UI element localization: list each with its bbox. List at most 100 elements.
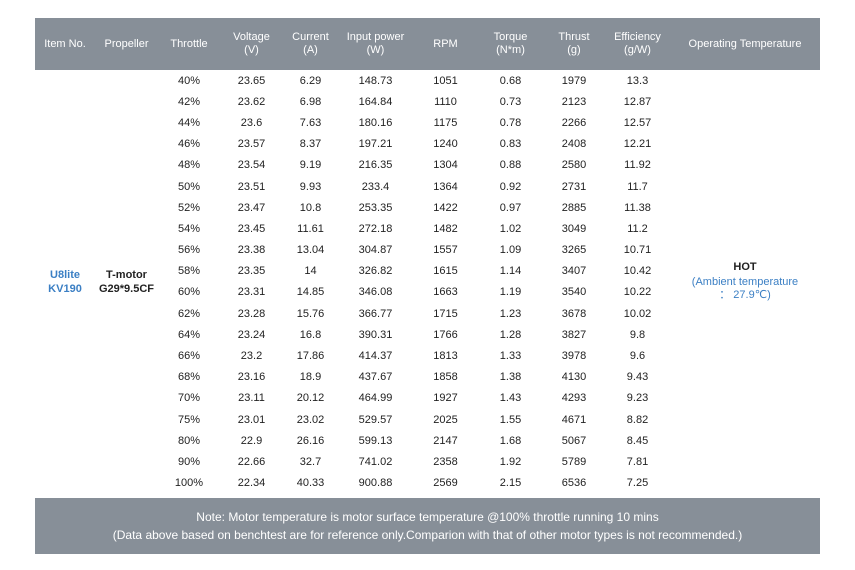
table-cell: 1240 bbox=[433, 138, 458, 151]
table-cell: 9.23 bbox=[626, 392, 649, 405]
table-cell: 52% bbox=[177, 201, 201, 214]
table-cell: 1.02 bbox=[499, 222, 522, 235]
column-header-label: Current bbox=[292, 31, 329, 43]
table-cell: 9.6 bbox=[629, 350, 646, 363]
table-cell: 12.57 bbox=[623, 116, 652, 129]
table-cell: 3540 bbox=[561, 286, 587, 299]
table-cell: 148.73 bbox=[358, 74, 393, 87]
column-header: Throttle bbox=[158, 18, 220, 70]
column-header: Voltage (V) bbox=[220, 18, 283, 70]
table-cell: 15.76 bbox=[296, 307, 325, 320]
table-cell: 23.2 bbox=[240, 350, 263, 363]
table-cell: 0.68 bbox=[499, 74, 522, 87]
footnote-banner: Note: Motor temperature is motor surface… bbox=[35, 497, 820, 554]
table-cell: 6.98 bbox=[299, 95, 322, 108]
table-cell: 23.65 bbox=[237, 74, 266, 87]
table-row: 66% 23.2 17.86 414.37 1813 1.33 3978 9.6 bbox=[35, 345, 820, 366]
table-cell: 11.92 bbox=[624, 159, 651, 172]
table-cell: 64% bbox=[177, 328, 201, 341]
column-header-unit: (A) bbox=[303, 44, 318, 56]
table-cell: 23.11 bbox=[238, 392, 265, 405]
table-cell: 1766 bbox=[433, 328, 458, 341]
table-cell: 42% bbox=[177, 95, 201, 108]
table-row: 44% 23.6 7.63 180.16 1175 0.78 2266 12.57 bbox=[35, 112, 820, 133]
table-cell: 1422 bbox=[433, 201, 458, 214]
column-header-label: Thrust bbox=[558, 31, 590, 43]
table-cell: 0.97 bbox=[499, 201, 522, 214]
column-header: Torque (N*m) bbox=[478, 18, 543, 70]
column-header-label: Efficiency bbox=[614, 31, 661, 43]
table-cell: 1482 bbox=[433, 222, 458, 235]
motor-test-sheet: Item No. Propeller Throttle Voltage (V) Curre… bbox=[35, 18, 820, 554]
table-cell: 2266 bbox=[561, 116, 587, 129]
column-header: Current (A) bbox=[283, 18, 338, 70]
table-row: 80% 22.9 26.16 599.13 2147 1.68 5067 8.45 bbox=[35, 430, 820, 451]
column-header-label: RPM bbox=[433, 37, 458, 50]
table-cell: 40.33 bbox=[296, 477, 325, 490]
table-cell: 5067 bbox=[561, 434, 587, 447]
table-cell: 529.57 bbox=[358, 413, 393, 426]
table-cell: 8.37 bbox=[299, 138, 322, 151]
table-cell: 3827 bbox=[561, 328, 587, 341]
propeller-cell: T-motor G29*9.5CF bbox=[95, 70, 158, 494]
table-cell: 366.77 bbox=[358, 307, 393, 320]
table-cell: 10.42 bbox=[623, 265, 652, 278]
table-cell: 9.93 bbox=[299, 180, 322, 193]
table-cell: 11.61 bbox=[297, 222, 324, 235]
table-cell: 2358 bbox=[433, 455, 458, 468]
table-cell: 2580 bbox=[561, 159, 587, 172]
table-cell: 2123 bbox=[561, 95, 587, 108]
table-cell: 1110 bbox=[434, 95, 457, 108]
table-cell: 9.8 bbox=[629, 328, 646, 341]
ambient-temperature-label: (Ambient temperature bbox=[691, 276, 799, 289]
table-cell: 22.66 bbox=[237, 455, 266, 468]
table-cell: 13.04 bbox=[296, 244, 325, 257]
table-cell: 23.02 bbox=[296, 413, 325, 426]
operating-temperature-cell: HOT (Ambient temperature： 27.9℃) bbox=[670, 70, 820, 494]
table-row: 52% 23.47 10.8 253.35 1422 0.97 2885 11.38 bbox=[35, 197, 820, 218]
table-cell: 6.29 bbox=[299, 74, 322, 87]
table-cell: 11.2 bbox=[627, 222, 648, 235]
table-cell: 4293 bbox=[561, 392, 587, 405]
item-model: U8lite bbox=[50, 268, 80, 281]
table-cell: 0.88 bbox=[499, 159, 522, 172]
table-row: 90% 22.66 32.7 741.02 2358 1.92 5789 7.81 bbox=[35, 451, 820, 472]
column-header-unit: (g) bbox=[567, 44, 581, 56]
column-header-label: Voltage bbox=[233, 31, 270, 43]
table-cell: 1.55 bbox=[499, 413, 522, 426]
table-row: 48% 23.54 9.19 216.35 1304 0.88 2580 11.92 bbox=[35, 155, 820, 176]
column-header: Propeller bbox=[95, 18, 158, 70]
table-cell: 1.33 bbox=[499, 350, 522, 363]
table-cell: 1.92 bbox=[499, 455, 522, 468]
table-row: 58% 23.35 14 326.82 1615 1.14 3407 10.42 bbox=[35, 261, 820, 282]
column-header-label: Torque bbox=[493, 31, 528, 43]
table-cell: 48% bbox=[177, 159, 201, 172]
table-cell: 23.28 bbox=[237, 307, 266, 320]
item-kv: KV190 bbox=[48, 282, 82, 295]
table-cell: 1663 bbox=[433, 286, 458, 299]
table-row: 62% 23.28 15.76 366.77 1715 1.23 3678 10.02 bbox=[35, 303, 820, 324]
table-cell: 6536 bbox=[561, 477, 587, 490]
table-cell: 40% bbox=[177, 74, 201, 87]
table-cell: 32.7 bbox=[299, 455, 322, 468]
table-cell: 3407 bbox=[561, 265, 587, 278]
table-cell: 14 bbox=[304, 265, 317, 278]
table-row: 54% 23.45 11.61 272.18 1482 1.02 3049 11.2 bbox=[35, 218, 820, 239]
table-cell: 26.16 bbox=[296, 434, 325, 447]
table-cell: 253.35 bbox=[358, 201, 393, 214]
table-cell: 23.57 bbox=[237, 138, 266, 151]
table-cell: 272.18 bbox=[358, 222, 393, 235]
table-row: 64% 23.24 16.8 390.31 1766 1.28 3827 9.8 bbox=[35, 324, 820, 345]
table-cell: 1557 bbox=[433, 244, 458, 257]
table-cell: 1.14 bbox=[499, 265, 522, 278]
table-cell: 1615 bbox=[433, 265, 458, 278]
table-cell: 23.45 bbox=[237, 222, 266, 235]
column-header-label: Item No. bbox=[44, 37, 86, 50]
table-cell: 22.34 bbox=[237, 477, 266, 490]
table-row: U8lite KV190 T-motor G29*9.5CF 40% 23.65 6.29 1… bbox=[35, 70, 820, 302]
table-cell: 1.68 bbox=[499, 434, 522, 447]
table-cell: 3678 bbox=[561, 307, 587, 320]
table-cell: 56% bbox=[177, 244, 201, 257]
table-cell: 464.99 bbox=[358, 392, 393, 405]
table-cell: 23.6 bbox=[240, 116, 263, 129]
